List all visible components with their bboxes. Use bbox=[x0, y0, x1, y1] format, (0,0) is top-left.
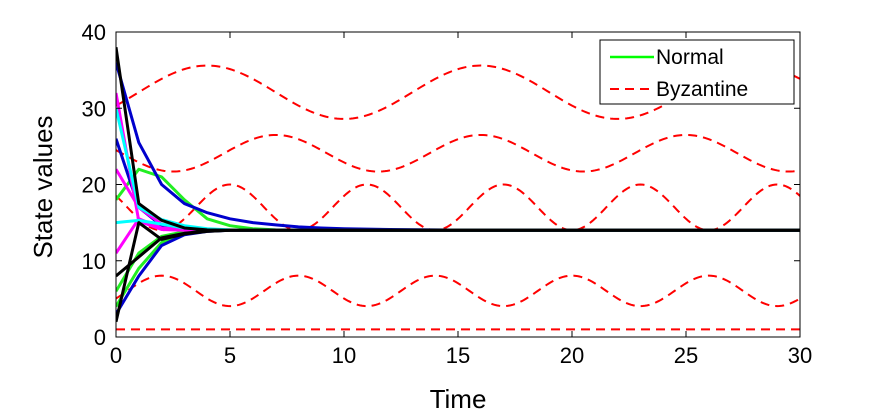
series-layer bbox=[116, 47, 800, 331]
x-tick-label: 20 bbox=[560, 343, 584, 368]
byzantine-line-2 bbox=[116, 133, 800, 173]
tick-layer: 0 5 10 15 20 25 30 0 10 20 30 40 bbox=[82, 20, 813, 368]
x-tick-label: 5 bbox=[224, 343, 236, 368]
y-axis-label: State values bbox=[28, 115, 58, 258]
y-tick-label: 0 bbox=[94, 325, 106, 350]
y-tick-label: 10 bbox=[82, 249, 106, 274]
y-tick-label: 20 bbox=[82, 173, 106, 198]
x-axis-label: Time bbox=[430, 384, 487, 414]
x-tick-label: 25 bbox=[674, 343, 698, 368]
byzantine-line-4 bbox=[116, 274, 800, 308]
legend: Normal Byzantine bbox=[599, 39, 795, 105]
byzantine-line-3 bbox=[116, 183, 800, 232]
x-tick-label: 0 bbox=[110, 343, 122, 368]
x-tick-label: 30 bbox=[788, 343, 812, 368]
normal-line-black-3 bbox=[116, 221, 800, 323]
x-tick-label: 10 bbox=[332, 343, 356, 368]
y-tick-label: 30 bbox=[82, 96, 106, 121]
x-tick-label: 15 bbox=[446, 343, 470, 368]
legend-label-normal: Normal bbox=[656, 46, 724, 69]
legend-box bbox=[599, 39, 795, 105]
y-tick-label: 40 bbox=[82, 20, 106, 45]
legend-label-byzantine: Byzantine bbox=[656, 78, 748, 101]
